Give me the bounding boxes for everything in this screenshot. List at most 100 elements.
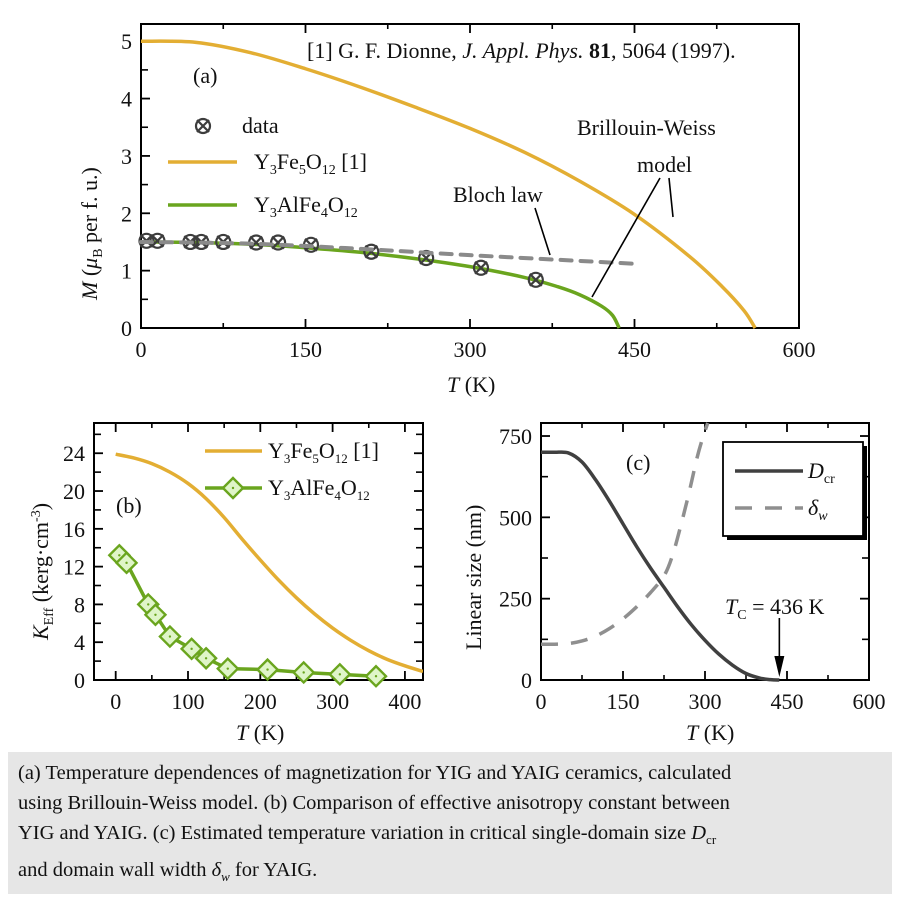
legend-yig-label: Y3Fe5O12 [1] bbox=[268, 438, 379, 466]
legend-box bbox=[722, 441, 864, 537]
legend-data-label: data bbox=[242, 113, 279, 138]
chart-a-ytick-label: 5 bbox=[121, 29, 132, 54]
chart-a-ytick-label: 0 bbox=[121, 316, 132, 341]
annotation-bw-pointer-yig bbox=[668, 177, 674, 218]
chart-a-xlabel: T (K) bbox=[447, 372, 495, 397]
chart-c-ytick-label: 0 bbox=[521, 668, 532, 693]
caption-line-2: using Brillouin-Weiss model. (b) Compari… bbox=[18, 792, 730, 814]
series-yaig-line bbox=[140, 240, 621, 329]
caption-line-1: (a) Temperature dependences of magnetiza… bbox=[18, 762, 732, 784]
data-point bbox=[472, 259, 490, 276]
chart-c: 0 150 300 450 600 0 250 500 750 (c) Dcr δw TC = … bbox=[461, 422, 886, 745]
chart-a-panel-label: (a) bbox=[193, 63, 217, 88]
data-point bbox=[194, 646, 218, 670]
data-point bbox=[216, 656, 240, 681]
series-delta-w-line bbox=[541, 422, 710, 647]
chart-b: 0 100 200 300 400 0 4 8 12 16 20 24 (b) Y3Fe5O12 [1… bbox=[28, 422, 424, 745]
series-yig-line bbox=[140, 39, 757, 329]
chart-b-xlabel: T (K) bbox=[236, 720, 284, 745]
chart-a-ylabel: M (μB per f. u.) bbox=[77, 167, 106, 301]
chart-c-ytick-label: 750 bbox=[499, 424, 532, 449]
data-point bbox=[255, 657, 280, 682]
annotation-tc-arrow bbox=[774, 618, 785, 677]
chart-a-ytick-label: 2 bbox=[121, 201, 132, 226]
data-point bbox=[143, 603, 168, 627]
chart-b-xtick-label: 300 bbox=[316, 689, 349, 714]
caption-line-3: YIG and YAIG. (c) Estimated temperature … bbox=[18, 822, 717, 847]
chart-b-xtick-label: 400 bbox=[388, 689, 421, 714]
chart-b-ticks: 0 100 200 300 400 0 4 8 12 16 20 24 bbox=[63, 423, 423, 714]
data-point bbox=[158, 624, 182, 649]
chart-b-ytick-label: 24 bbox=[63, 441, 85, 466]
chart-c-series bbox=[540, 422, 780, 682]
figure-caption: (a) Temperature dependences of magnetiza… bbox=[8, 752, 892, 894]
annotation-bloch-law: Bloch law bbox=[453, 182, 543, 207]
chart-a-ticks: 0 150 300 450 600 0 1 2 3 4 5 bbox=[121, 24, 816, 362]
legend-yaig-marker bbox=[221, 476, 245, 500]
chart-c-xtick-label: 600 bbox=[853, 689, 886, 714]
data-point bbox=[291, 660, 316, 685]
chart-c-xtick-label: 450 bbox=[771, 689, 804, 714]
legend-dcr-label: Dcr bbox=[807, 458, 835, 487]
chart-b-panel-label: (b) bbox=[116, 493, 142, 518]
chart-a-ytick-label: 4 bbox=[121, 87, 132, 112]
chart-b-series bbox=[107, 452, 423, 688]
chart-b-ytick-label: 12 bbox=[63, 555, 85, 580]
chart-a-series bbox=[138, 39, 757, 329]
series-bloch-line bbox=[139, 239, 637, 266]
legend-yaig-label: Y3AlFe4O12 bbox=[268, 475, 370, 503]
legend-dw-label: δw bbox=[808, 495, 828, 524]
chart-a-xtick-label: 450 bbox=[618, 337, 651, 362]
chart-c-xtick-label: 300 bbox=[689, 689, 722, 714]
chart-b-ytick-label: 4 bbox=[74, 630, 85, 655]
chart-c-xtick-label: 150 bbox=[607, 689, 640, 714]
chart-b-legend: Y3Fe5O12 [1] Y3AlFe4O12 bbox=[205, 438, 379, 503]
chart-c-xlabel: T (K) bbox=[686, 720, 734, 745]
annotation-bloch-pointer bbox=[534, 207, 551, 256]
chart-c-xtick-label: 0 bbox=[536, 689, 547, 714]
chart-a-xtick-label: 600 bbox=[783, 337, 816, 362]
data-point bbox=[527, 271, 544, 288]
chart-b-xtick-label: 100 bbox=[172, 689, 205, 714]
chart-b-ytick-label: 20 bbox=[63, 479, 85, 504]
chart-a-legend: data Y3Fe5O12 [1] Y3AlFe4O12 bbox=[168, 113, 367, 221]
chart-b-ylabel: KEff (kerg·cm-3) bbox=[28, 503, 57, 641]
data-point bbox=[179, 637, 204, 661]
series-dcr-line bbox=[540, 450, 780, 682]
legend-yig-label: Y3Fe5O12 [1] bbox=[254, 149, 367, 178]
legend-yaig-marker-icon bbox=[221, 476, 245, 500]
chart-a-frame bbox=[140, 23, 800, 329]
chart-c-ylabel: Linear size (nm) bbox=[461, 505, 486, 650]
data-point bbox=[364, 664, 388, 688]
chart-b-ytick-label: 16 bbox=[63, 517, 85, 542]
annotation-bw-line2: model bbox=[637, 152, 692, 177]
chart-c-legend: Dcr δw bbox=[722, 441, 867, 540]
chart-b-ytick-label: 0 bbox=[74, 668, 85, 693]
chart-a-xtick-label: 150 bbox=[289, 337, 322, 362]
chart-a-ytick-label: 1 bbox=[121, 259, 132, 284]
annotation-bw-pointer-yaig bbox=[591, 177, 661, 298]
annotation-bw-line1: Brillouin-Weiss bbox=[577, 115, 716, 140]
legend-data-marker bbox=[194, 117, 212, 135]
chart-a-xtick-label: 300 bbox=[454, 337, 487, 362]
legend-data-marker-icon bbox=[194, 117, 212, 135]
chart-c-panel-label: (c) bbox=[626, 450, 650, 475]
chart-a: 0 150 300 450 600 0 1 2 3 4 5 [1] G. F. Dionne, J.… bbox=[77, 23, 816, 397]
data-point bbox=[114, 551, 139, 575]
chart-c-ytick-label: 250 bbox=[499, 587, 532, 612]
data-point bbox=[328, 662, 352, 687]
annotation-tc: TC = 436 K bbox=[725, 594, 825, 623]
chart-b-frame bbox=[93, 422, 424, 681]
chart-b-ytick-label: 8 bbox=[74, 592, 85, 617]
chart-c-ytick-label: 500 bbox=[499, 505, 532, 530]
series-yig-line bbox=[115, 452, 423, 674]
chart-a-xtick-label: 0 bbox=[136, 337, 147, 362]
chart-c-ticks: 0 150 300 450 600 0 250 500 750 bbox=[499, 423, 886, 714]
chart-b-xtick-label: 200 bbox=[244, 689, 277, 714]
chart-a-reference: [1] G. F. Dionne, J. Appl. Phys. 81, 506… bbox=[307, 38, 736, 63]
chart-b-xtick-label: 0 bbox=[110, 689, 121, 714]
chart-a-ytick-label: 3 bbox=[121, 144, 132, 169]
caption-line-4: and domain wall width δw for YAIG. bbox=[18, 859, 318, 884]
legend-yaig-label: Y3AlFe4O12 bbox=[254, 192, 358, 221]
